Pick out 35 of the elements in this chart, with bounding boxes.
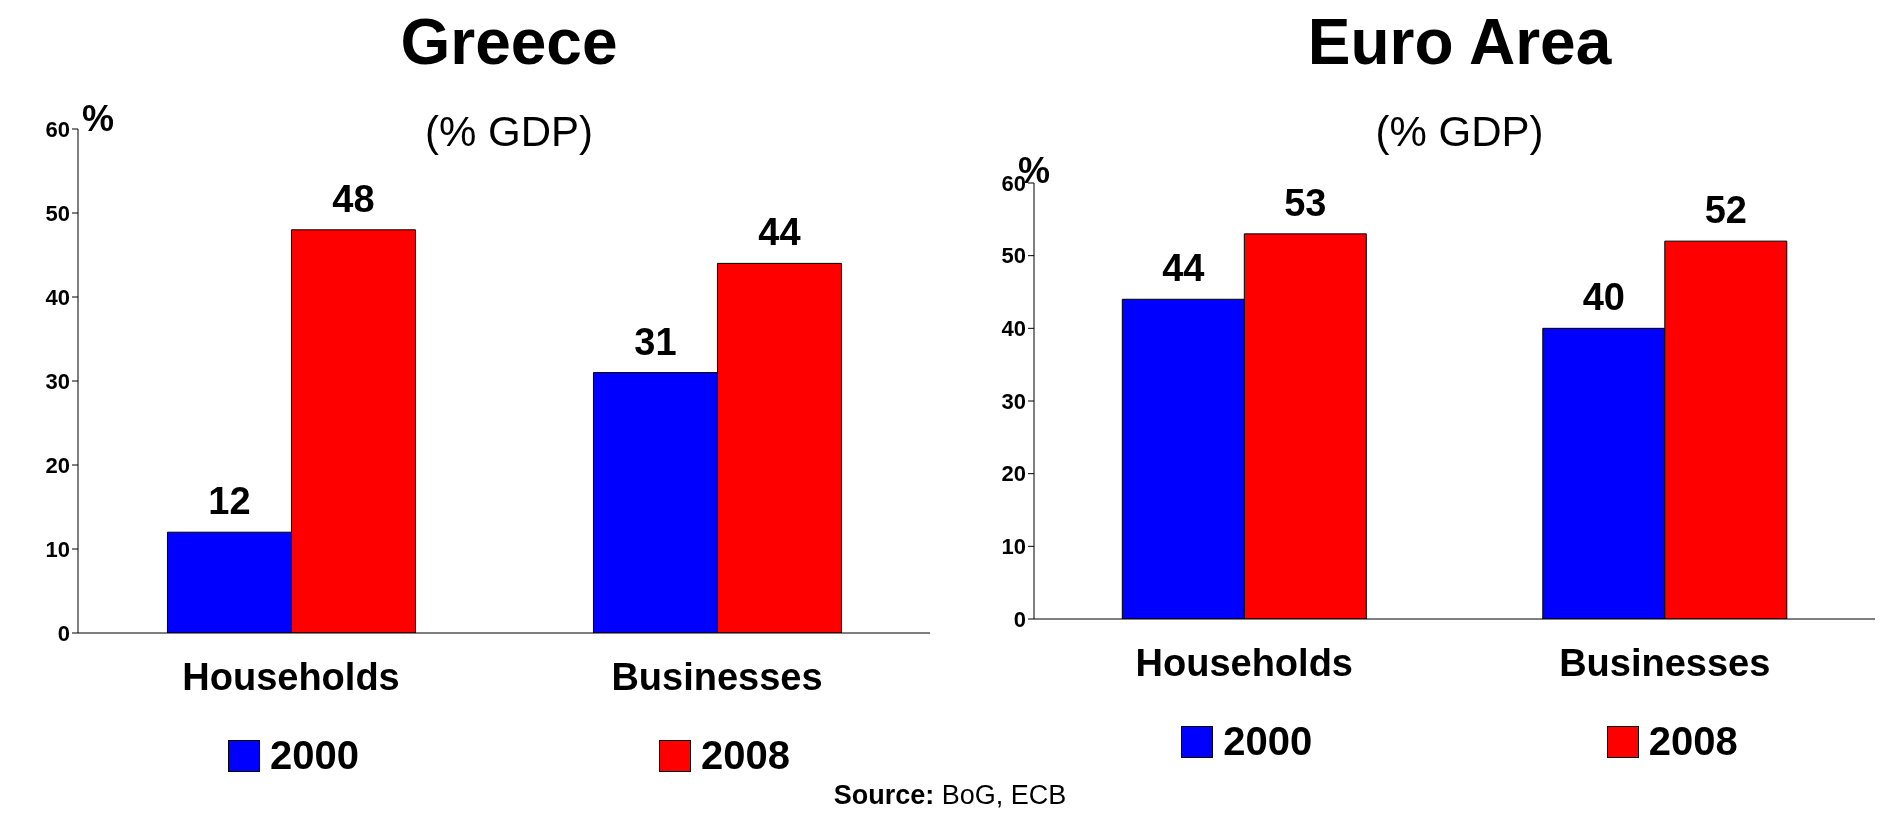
data-label: 12 xyxy=(208,480,251,523)
chart-subtitle: (% GDP) xyxy=(1374,108,1545,156)
legend-label: 2000 xyxy=(1223,719,1313,764)
chart-subtitle: (% GDP) xyxy=(424,108,594,156)
data-label: 52 xyxy=(1704,189,1747,232)
x-tick-label: Households xyxy=(182,655,400,698)
y-tick-label: 20 xyxy=(45,452,70,478)
y-tick-label: 50 xyxy=(1001,243,1026,269)
x-tick-label: Businesses xyxy=(611,655,823,698)
y-tick-label: 40 xyxy=(45,284,70,310)
y-tick-label: 10 xyxy=(1001,534,1026,560)
data-label: 44 xyxy=(1162,247,1205,290)
chart-title: Greece xyxy=(399,5,619,79)
x-tick-label: Businesses xyxy=(1559,641,1771,684)
legend-label: 2000 xyxy=(270,733,359,778)
y-tick-label: 30 xyxy=(1001,388,1026,414)
y-tick-label: 60 xyxy=(45,116,70,142)
legend-label: 2008 xyxy=(701,733,790,778)
legend-label: 2008 xyxy=(1648,719,1738,764)
y-tick-label: 40 xyxy=(1001,316,1026,342)
data-label: 44 xyxy=(758,211,801,254)
x-tick-label: Households xyxy=(1135,641,1353,684)
y-axis-title: % xyxy=(82,98,115,140)
data-label: 48 xyxy=(332,177,375,220)
source-note: Source: BoG, ECB xyxy=(833,780,1067,810)
data-label: 53 xyxy=(1284,181,1327,224)
y-tick-label: 0 xyxy=(57,620,70,646)
y-tick-label: 50 xyxy=(45,200,70,226)
y-tick-label: 10 xyxy=(45,536,70,562)
data-label: 40 xyxy=(1582,276,1625,319)
chart-title: Euro Area xyxy=(1306,5,1613,79)
y-tick-label: 30 xyxy=(45,368,70,394)
y-tick-label: 20 xyxy=(1001,461,1026,487)
y-tick-label: 0 xyxy=(1013,606,1026,632)
data-label: 31 xyxy=(634,320,677,363)
